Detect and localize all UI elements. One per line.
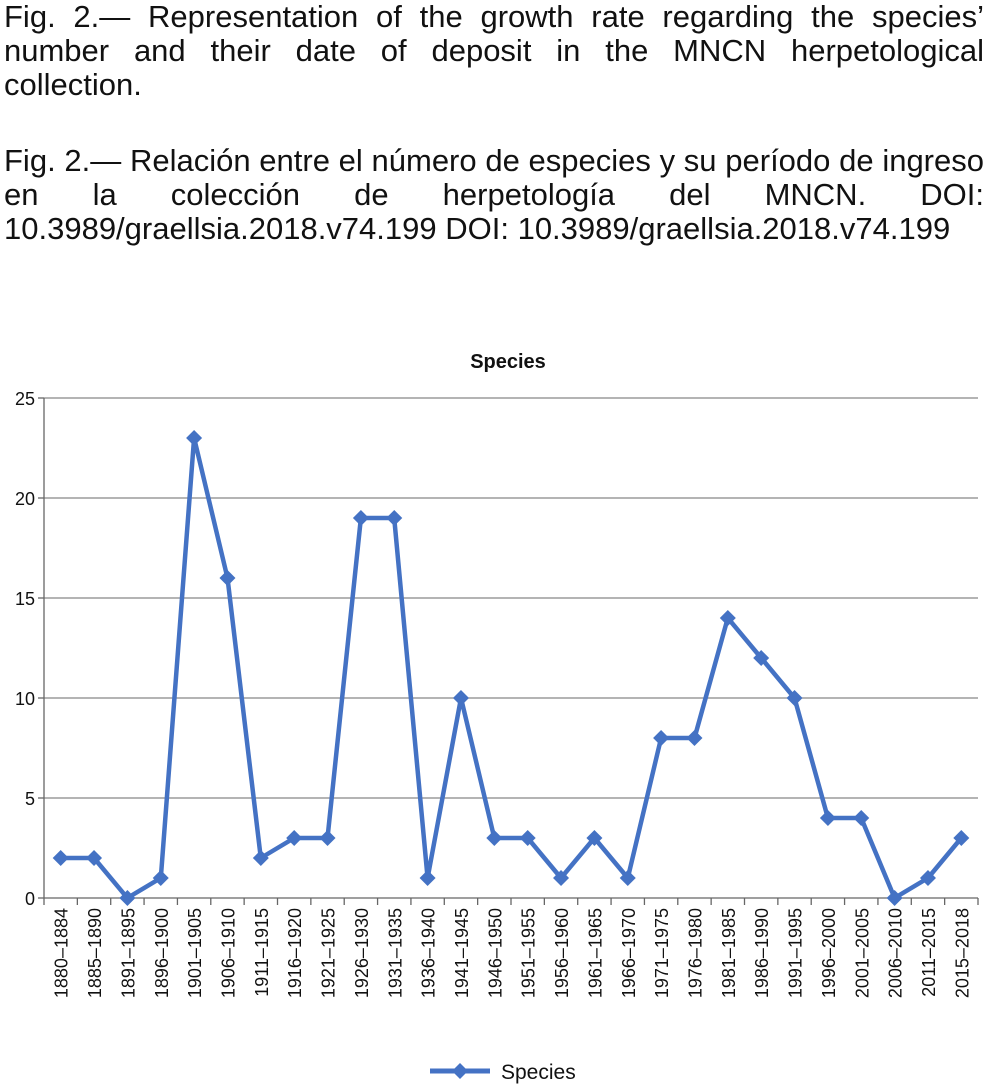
x-tick-label: 1880–1884 [52,908,72,998]
x-tick-label: 1941–1945 [452,908,472,998]
x-tick-label: 2001–2005 [852,908,872,998]
chart-title: Species [470,351,546,373]
x-tick-label: 1946–1950 [485,908,505,998]
y-tick-label: 25 [15,389,35,409]
data-point-marker [853,810,870,826]
data-point-marker [786,690,803,706]
legend: Species [430,1061,576,1084]
axes: 0 5 10 15 20 25 1880–1884 1885–1890 1891–1895 189… [15,389,979,998]
x-tick-label: 1906–1910 [218,908,238,998]
data-point-marker [553,870,570,886]
x-tick-label: 1885–1890 [85,908,105,998]
data-point-marker [319,830,336,846]
x-tick-label: 1966–1970 [619,908,639,998]
data-point-marker [452,690,469,706]
species-line-chart: Species 0 5 10 15 20 25 1880–1884 1885–1890 1891… [15,351,979,1084]
legend-label: Species [501,1061,576,1084]
series-layer [52,430,970,906]
data-point-marker [753,650,770,666]
y-tick-label: 0 [25,889,35,909]
data-point-marker [86,850,103,866]
x-tick-label: 1961–1965 [585,908,605,998]
data-point-marker [919,870,936,886]
x-tick-label: 1981–1985 [719,908,739,998]
x-tick-label: 1931–1935 [385,908,405,998]
data-point-marker [352,510,369,526]
data-point-marker [386,510,403,526]
data-point-marker [686,730,703,746]
x-tick-label: 1971–1975 [652,908,672,998]
x-tick-label: 1986–1990 [752,908,772,998]
x-tick-label: 1991–1995 [786,908,806,998]
legend-diamond-marker [452,1063,468,1079]
data-point-marker [219,570,236,586]
x-tick-label: 1996–2000 [819,908,839,998]
x-tick-label: 2011–2015 [919,908,939,997]
data-point-marker [52,850,69,866]
x-tick-label: 1976–1980 [685,908,705,998]
x-tick-label: 1896–1900 [152,908,172,998]
x-tick-label: 1921–1925 [319,908,339,998]
data-point-marker [619,870,636,886]
x-tick-label: 1951–1955 [519,908,539,998]
data-point-marker [119,890,136,906]
data-point-marker [186,430,203,446]
x-tick-label: 1911–1915 [252,908,272,997]
x-tick-label: 1926–1930 [352,908,372,998]
series-line [60,435,964,901]
data-point-marker [286,830,303,846]
data-point-marker [719,610,736,626]
caption-english: Fig. 2.— Representation of the growth ra… [4,0,984,102]
y-tick-label: 5 [25,789,35,809]
x-tick-label: 1891–1895 [118,908,138,998]
data-point-marker [953,830,970,846]
x-tick-label: 1916–1920 [285,908,305,998]
y-tick-label: 20 [15,489,35,509]
data-point-marker [419,870,436,886]
x-tick-label: 1901–1905 [185,908,205,998]
x-tick-label: 1936–1940 [419,908,439,998]
y-tick-label: 10 [15,689,35,709]
x-tick-label: 2006–2010 [886,908,906,998]
data-point-marker [252,850,269,866]
data-point-marker [152,870,169,886]
data-point-marker [586,830,603,846]
data-point-marker [819,810,836,826]
data-point-marker [886,890,903,906]
data-point-marker [486,830,503,846]
x-tick-label: 2015–2018 [952,908,972,998]
caption-spanish: Fig. 2.— Relación entre el número de esp… [4,143,984,246]
y-tick-label: 15 [15,589,35,609]
data-point-marker [653,730,670,746]
x-tick-label: 1956–1960 [552,908,572,998]
data-point-marker [519,830,536,846]
